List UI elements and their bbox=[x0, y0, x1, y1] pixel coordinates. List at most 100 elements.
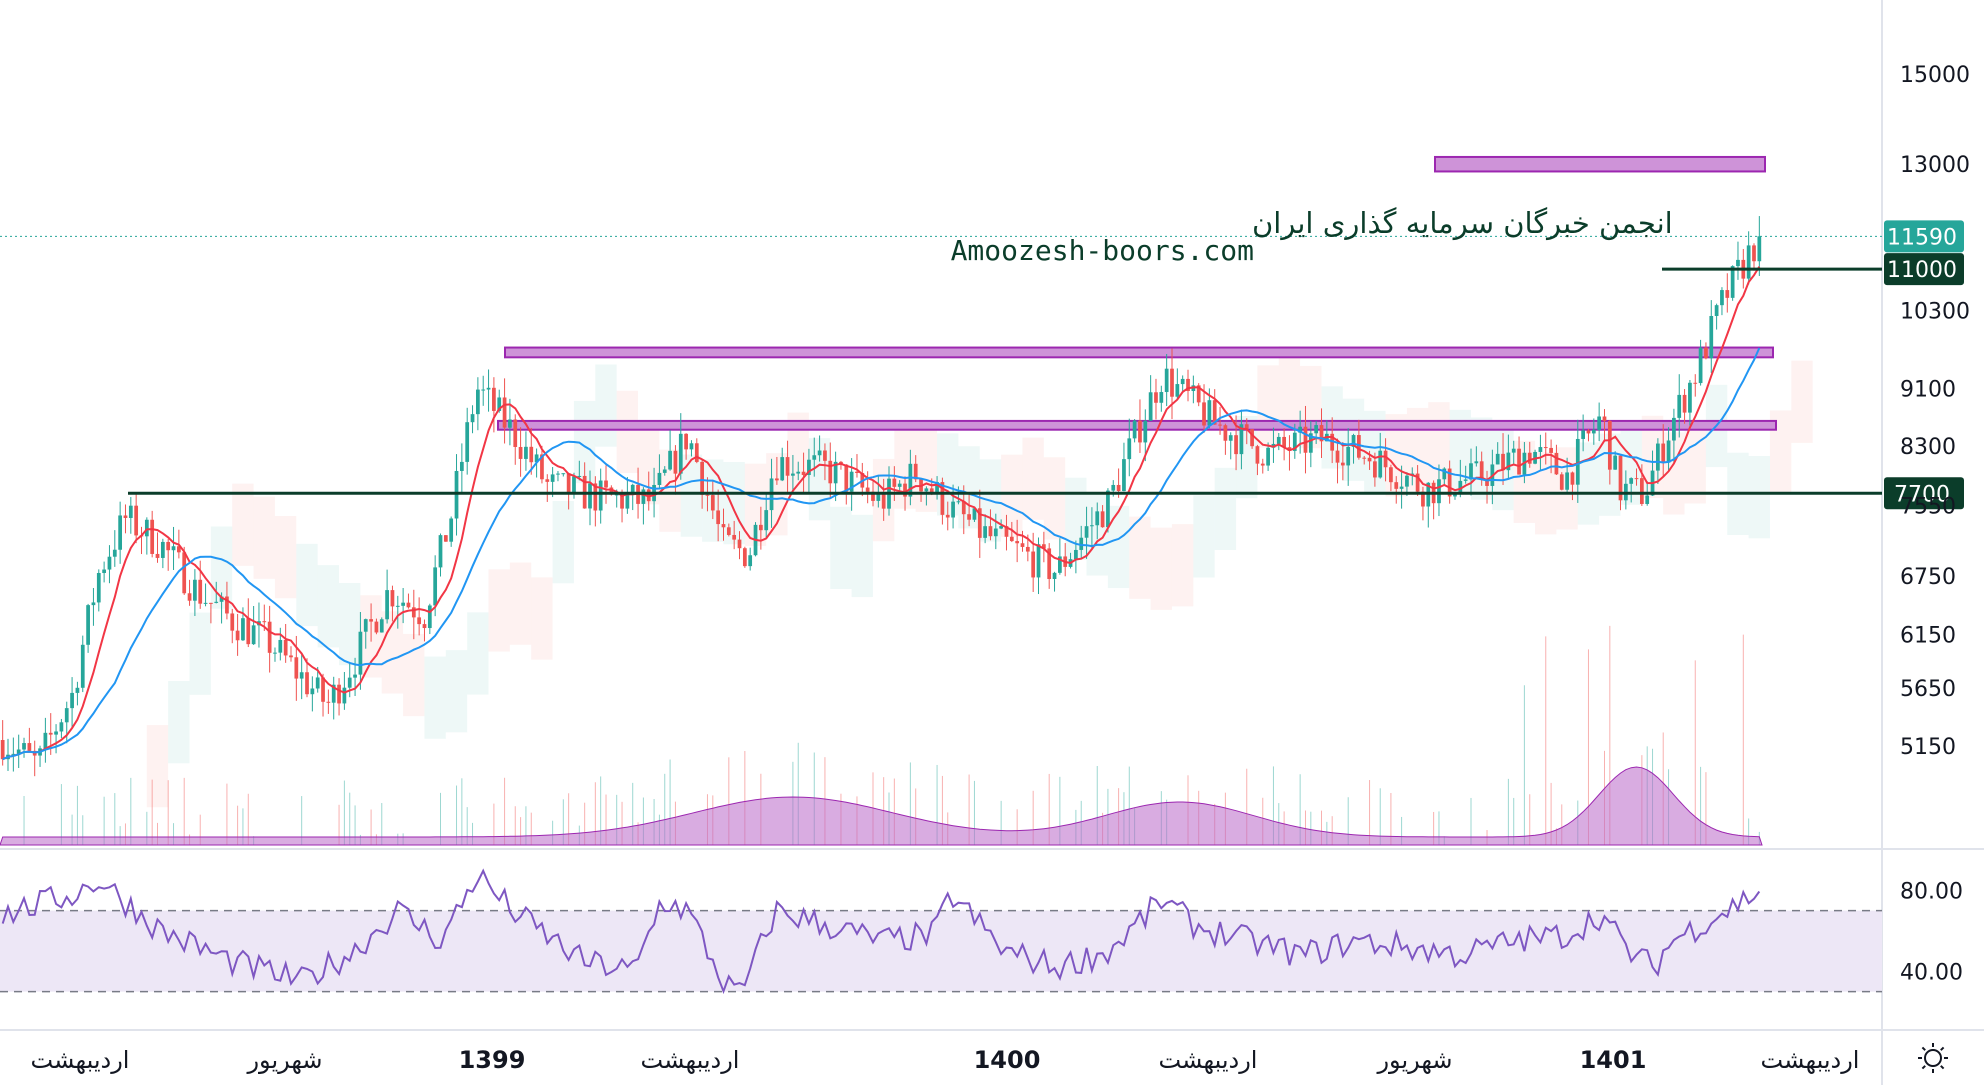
candle-body[interactable] bbox=[1458, 480, 1463, 494]
candle-body[interactable] bbox=[1186, 378, 1190, 392]
candle-body[interactable] bbox=[1543, 447, 1548, 449]
candle-body[interactable] bbox=[1746, 245, 1751, 279]
candle-body[interactable] bbox=[385, 590, 389, 620]
candle-body[interactable] bbox=[598, 480, 603, 511]
candle-body[interactable] bbox=[1469, 463, 1473, 480]
candle-body[interactable] bbox=[951, 501, 955, 518]
candle-body[interactable] bbox=[27, 743, 32, 751]
candle-body[interactable] bbox=[1308, 433, 1313, 453]
candle-body[interactable] bbox=[972, 508, 977, 520]
sun-settings-icon[interactable] bbox=[1918, 1043, 1948, 1073]
candle-body[interactable] bbox=[1084, 526, 1089, 538]
candle-body[interactable] bbox=[865, 487, 870, 492]
candle-body[interactable] bbox=[1340, 462, 1345, 466]
candle-body[interactable] bbox=[1597, 416, 1602, 430]
candle-body[interactable] bbox=[251, 625, 256, 645]
candle-body[interactable] bbox=[742, 548, 747, 567]
candle-body[interactable] bbox=[1527, 452, 1532, 464]
candle-body[interactable] bbox=[1709, 315, 1714, 359]
candle-body[interactable] bbox=[1314, 425, 1319, 434]
candle-body[interactable] bbox=[219, 596, 224, 602]
candle-body[interactable] bbox=[70, 692, 74, 709]
candle-body[interactable] bbox=[1453, 493, 1457, 497]
candle-body[interactable] bbox=[961, 501, 966, 515]
candle-body[interactable] bbox=[588, 483, 592, 509]
candle-body[interactable] bbox=[1036, 544, 1041, 578]
candle-body[interactable] bbox=[449, 518, 454, 542]
candle-body[interactable] bbox=[1511, 448, 1516, 453]
candle-body[interactable] bbox=[476, 389, 480, 415]
candle-body[interactable] bbox=[726, 527, 731, 535]
candle-body[interactable] bbox=[673, 450, 678, 474]
candle-body[interactable] bbox=[684, 433, 688, 450]
candle-body[interactable] bbox=[1127, 438, 1132, 460]
candle-body[interactable] bbox=[646, 489, 651, 502]
candle-body[interactable] bbox=[988, 526, 993, 537]
candle-body[interactable] bbox=[182, 552, 187, 594]
candle-body[interactable] bbox=[369, 619, 373, 622]
candle-body[interactable] bbox=[630, 484, 635, 495]
candle-body[interactable] bbox=[935, 482, 939, 493]
candle-body[interactable] bbox=[1586, 430, 1591, 434]
candle-body[interactable] bbox=[209, 602, 213, 604]
candle-body[interactable] bbox=[1666, 440, 1671, 463]
candle-body[interactable] bbox=[134, 505, 139, 536]
candle-body[interactable] bbox=[1389, 467, 1393, 483]
candle-body[interactable] bbox=[1250, 429, 1254, 447]
candle-body[interactable] bbox=[374, 621, 379, 633]
candle-body[interactable] bbox=[1463, 479, 1468, 481]
candle-body[interactable] bbox=[299, 672, 304, 679]
candle-body[interactable] bbox=[1607, 420, 1612, 470]
candle-body[interactable] bbox=[331, 684, 336, 703]
candle-body[interactable] bbox=[358, 631, 363, 675]
candle-body[interactable] bbox=[662, 469, 667, 473]
candle-body[interactable] bbox=[620, 494, 624, 509]
candle-body[interactable] bbox=[550, 474, 555, 482]
candle-body[interactable] bbox=[1164, 368, 1169, 393]
candle-body[interactable] bbox=[363, 619, 368, 632]
candle-body[interactable] bbox=[1730, 266, 1735, 298]
candle-body[interactable] bbox=[321, 677, 325, 702]
candle-body[interactable] bbox=[443, 535, 448, 542]
candle-body[interactable] bbox=[1138, 420, 1142, 443]
candle-body[interactable] bbox=[48, 732, 53, 735]
resistance-zone[interactable] bbox=[497, 419, 1777, 431]
candle-body[interactable] bbox=[1639, 478, 1644, 504]
candle-body[interactable] bbox=[1239, 424, 1244, 455]
candle-body[interactable] bbox=[1319, 425, 1324, 442]
candle-body[interactable] bbox=[566, 473, 571, 495]
candle-body[interactable] bbox=[678, 433, 683, 474]
candle-body[interactable] bbox=[993, 528, 998, 537]
candle-body[interactable] bbox=[411, 607, 416, 618]
candle-body[interactable] bbox=[1357, 435, 1361, 458]
candle-body[interactable] bbox=[1004, 526, 1009, 537]
candle-body[interactable] bbox=[1495, 453, 1500, 465]
candle-body[interactable] bbox=[1720, 290, 1724, 306]
candle-body[interactable] bbox=[657, 472, 662, 485]
candle-body[interactable] bbox=[609, 487, 614, 495]
candle-body[interactable] bbox=[807, 459, 811, 475]
candle-body[interactable] bbox=[556, 473, 560, 475]
candle-body[interactable] bbox=[732, 534, 737, 540]
candle-body[interactable] bbox=[1725, 290, 1730, 298]
candle-body[interactable] bbox=[1704, 347, 1708, 359]
candle-body[interactable] bbox=[16, 749, 21, 754]
candle-body[interactable] bbox=[855, 471, 859, 473]
candle-body[interactable] bbox=[999, 526, 1004, 529]
candle-body[interactable] bbox=[1025, 546, 1030, 552]
candle-body[interactable] bbox=[785, 457, 790, 476]
candle-body[interactable] bbox=[1479, 461, 1484, 480]
candle-body[interactable] bbox=[1175, 384, 1180, 397]
candle-body[interactable] bbox=[1405, 475, 1409, 487]
candle-body[interactable] bbox=[956, 501, 961, 503]
candle-body[interactable] bbox=[337, 684, 341, 704]
candle-body[interactable] bbox=[593, 483, 598, 511]
candle-body[interactable] bbox=[1009, 536, 1014, 542]
candle-body[interactable] bbox=[518, 446, 523, 459]
candle-body[interactable] bbox=[1287, 447, 1292, 451]
candle-body[interactable] bbox=[107, 556, 112, 570]
candle-body[interactable] bbox=[1100, 511, 1105, 528]
candle-body[interactable] bbox=[246, 618, 251, 645]
candle-body[interactable] bbox=[1362, 457, 1367, 459]
